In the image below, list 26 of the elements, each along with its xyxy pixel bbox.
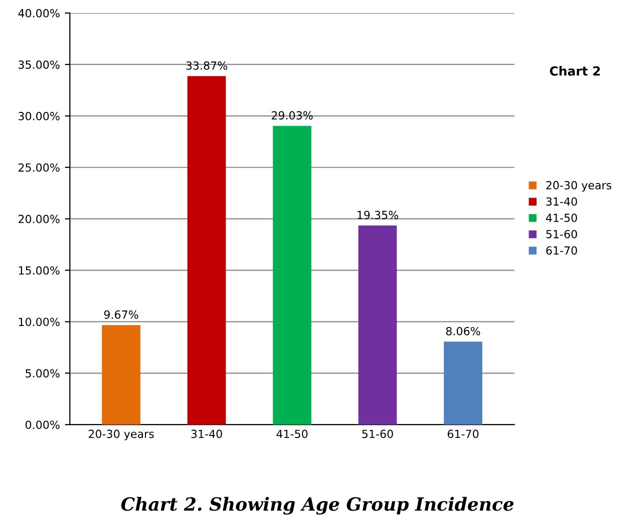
- x-tick-label: 20-30 years: [88, 430, 154, 440]
- data-label: 29.03%: [272, 111, 313, 120]
- data-label: 9.67%: [104, 310, 138, 319]
- y-tick-label: 40.00%: [18, 9, 60, 18]
- x-tick-label: 31-40: [191, 430, 222, 438]
- x-tick-label: 61-70: [448, 430, 478, 438]
- y-tick-label: 10.00%: [18, 318, 60, 326]
- y-tick-label: 15.00%: [18, 266, 60, 275]
- legend-label: 20-30 years: [546, 181, 612, 192]
- legend-label: 41-50: [546, 214, 578, 222]
- y-tick-label: 20.00%: [18, 214, 60, 224]
- data-label: 33.87%: [186, 61, 228, 70]
- legend-label: 61-70: [546, 246, 578, 255]
- y-tick-label: 25.00%: [18, 163, 60, 172]
- text: Chart 2: [550, 66, 600, 76]
- y-tick-label: 5.00%: [26, 369, 60, 378]
- legend-label: 31-40: [546, 197, 578, 206]
- legend-label: 51-60: [546, 230, 578, 238]
- y-tick-label: 35.00%: [18, 60, 60, 69]
- data-label: 8.06%: [446, 326, 480, 336]
- y-tick-label: 30.00%: [18, 112, 60, 120]
- x-tick-label: 41-50: [276, 430, 308, 438]
- data-label: 19.35%: [358, 210, 398, 220]
- y-tick-label: 0.00%: [26, 420, 60, 429]
- caption: Chart 2. Showing Age Group Incidence: [121, 496, 514, 515]
- x-tick-label: 51-60: [362, 430, 393, 438]
